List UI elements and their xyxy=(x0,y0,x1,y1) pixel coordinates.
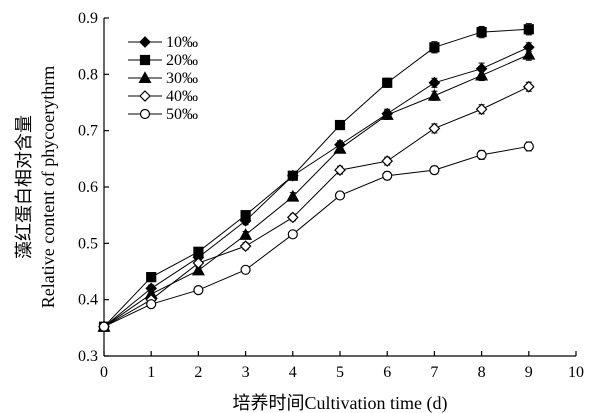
legend-marker xyxy=(139,36,151,48)
data-point xyxy=(239,240,252,252)
data-point xyxy=(523,24,534,35)
x-tick-label: 5 xyxy=(336,364,344,381)
data-point xyxy=(333,141,347,154)
y-tick-label: 0.3 xyxy=(78,348,98,365)
data-point xyxy=(240,264,251,275)
legend-item: 30‰ xyxy=(128,70,198,87)
x-tick-label: 4 xyxy=(289,364,297,381)
data-point xyxy=(381,155,394,167)
data-point xyxy=(98,321,110,332)
data-point xyxy=(475,68,489,81)
y-tick-label: 0.4 xyxy=(78,292,98,309)
legend-label: 50‰ xyxy=(166,106,198,123)
x-tick-label: 10 xyxy=(568,364,584,381)
data-point xyxy=(193,284,204,296)
series-line xyxy=(103,46,530,328)
data-point xyxy=(240,210,251,221)
y-axis-title-en: Relative content of phycoerythrm xyxy=(38,66,58,308)
data-point xyxy=(287,229,298,240)
legend-label: 40‰ xyxy=(166,88,198,105)
x-tick-label: 3 xyxy=(242,364,250,381)
series-line xyxy=(103,28,529,328)
data-point xyxy=(334,119,346,131)
data-point xyxy=(380,108,394,120)
data-point xyxy=(193,246,204,257)
data-point xyxy=(429,42,440,53)
legend-item: 50‰ xyxy=(128,106,198,123)
legend: 10‰20‰30‰40‰50‰ xyxy=(128,34,198,123)
x-tick-label: 1 xyxy=(147,364,155,381)
x-tick-label: 2 xyxy=(194,364,202,381)
series-line xyxy=(103,145,529,328)
series-line xyxy=(103,54,530,328)
legend-marker xyxy=(139,108,151,120)
x-tick-label: 6 xyxy=(383,364,391,381)
x-tick-label: 7 xyxy=(430,364,438,381)
x-tick-label: 9 xyxy=(525,364,533,381)
legend-item: 20‰ xyxy=(128,52,198,69)
data-point xyxy=(429,165,440,176)
data-point xyxy=(522,80,535,93)
series-4 xyxy=(98,80,535,333)
data-point xyxy=(239,228,253,240)
legend-item: 10‰ xyxy=(128,34,198,51)
data-point xyxy=(146,272,157,283)
legend-marker xyxy=(139,90,151,102)
data-point xyxy=(286,189,300,202)
x-tick-label: 0 xyxy=(100,364,108,381)
data-point xyxy=(523,141,534,152)
y-tick-label: 0.7 xyxy=(78,123,98,140)
data-point xyxy=(382,77,393,88)
data-point xyxy=(286,211,299,224)
data-point xyxy=(476,149,487,160)
legend-item: 40‰ xyxy=(128,88,198,105)
data-point xyxy=(191,263,205,276)
y-tick-label: 0.9 xyxy=(78,10,98,27)
y-tick-label: 0.6 xyxy=(78,179,98,196)
series-5 xyxy=(98,141,534,332)
y-tick-label: 0.8 xyxy=(78,66,98,83)
data-point xyxy=(334,164,346,176)
legend-label: 30‰ xyxy=(166,70,198,87)
data-point xyxy=(427,89,441,101)
y-axis-title-cn: 藻红蛋白相对含量 xyxy=(14,115,34,259)
legend-label: 20‰ xyxy=(166,52,198,69)
series-2 xyxy=(98,23,534,332)
data-point xyxy=(428,76,441,89)
series-line xyxy=(103,86,530,328)
x-axis-title: 培养时间Cultivation time (d) xyxy=(233,393,448,413)
data-point xyxy=(287,170,298,181)
data-point xyxy=(475,103,488,116)
data-point xyxy=(428,122,441,135)
data-point xyxy=(192,257,205,269)
legend-marker xyxy=(139,54,151,66)
data-point xyxy=(522,47,536,60)
legend-label: 10‰ xyxy=(166,34,198,51)
data-point xyxy=(334,190,346,201)
data-point xyxy=(476,26,487,38)
data-point xyxy=(146,299,157,310)
y-tick-label: 0.5 xyxy=(78,235,98,252)
series-1 xyxy=(98,41,535,333)
legend-marker xyxy=(138,71,152,84)
x-tick-label: 8 xyxy=(478,364,486,381)
data-point xyxy=(382,170,393,181)
series-3 xyxy=(97,47,536,332)
